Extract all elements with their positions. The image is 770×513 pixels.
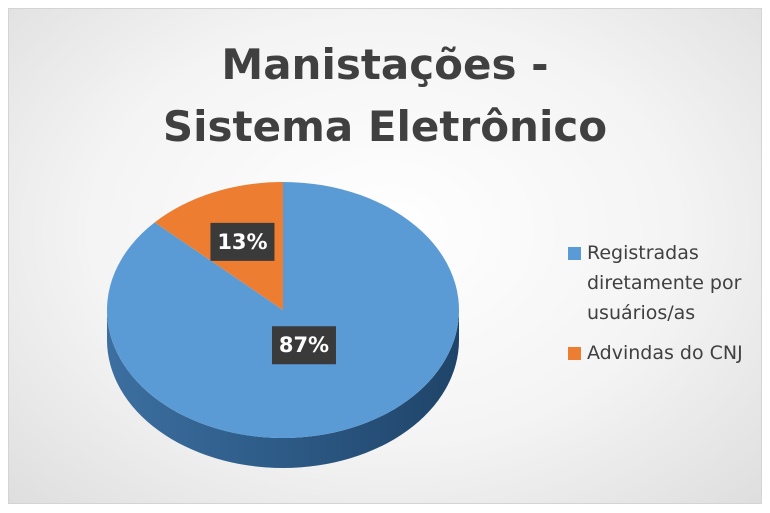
data-label: 13% — [217, 230, 267, 254]
legend-entry: Advindas do CNJ — [568, 338, 758, 368]
legend-swatch — [568, 247, 581, 260]
data-label-box — [210, 222, 275, 261]
legend-label: Advindas do CNJ — [587, 342, 743, 364]
legend-entry: Registradas diretamente por usuários/as — [568, 238, 758, 328]
data-label-box — [271, 326, 336, 365]
legend: Registradas diretamente por usuários/as A… — [568, 238, 758, 378]
chart-title: Manistações - Sistema Eletrônico — [162, 40, 608, 151]
data-label: 87% — [279, 333, 329, 357]
legend-label: Registradas diretamente por usuários/as — [587, 242, 742, 324]
pie-side — [107, 310, 459, 468]
legend-swatch — [568, 347, 581, 360]
pie-slice — [106, 182, 459, 438]
